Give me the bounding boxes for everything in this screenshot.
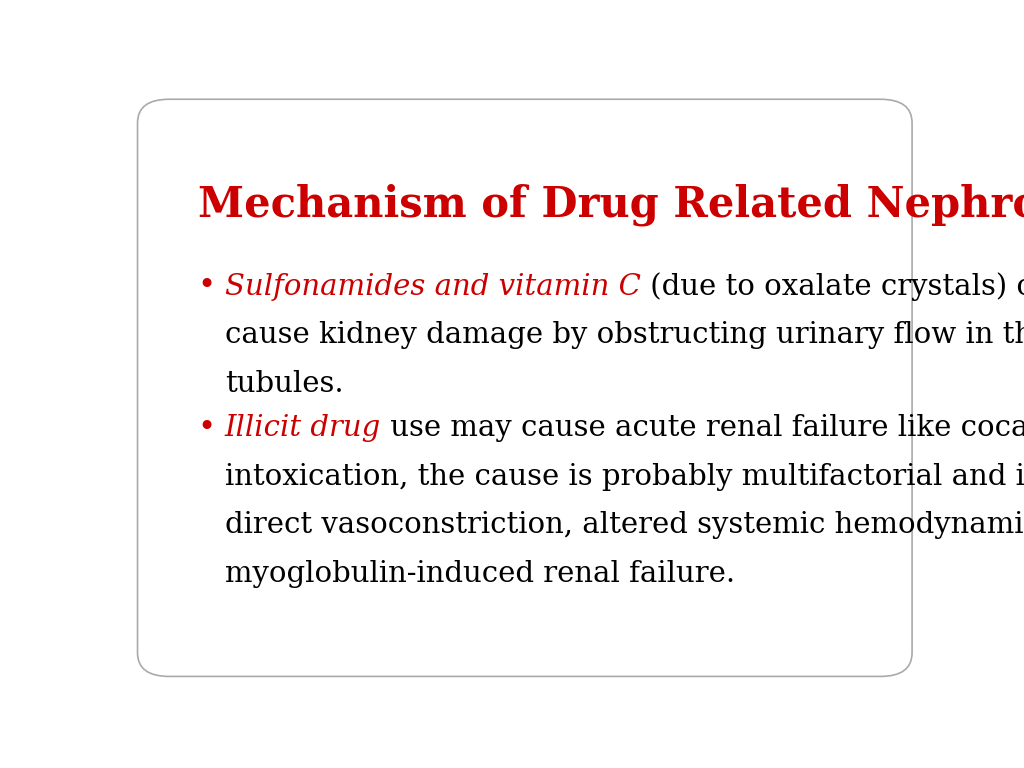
Text: myoglobulin-induced renal failure.: myoglobulin-induced renal failure. <box>225 560 735 588</box>
Text: Illicit drug: Illicit drug <box>225 415 381 442</box>
Text: Mechanism of Drug Related Nephropathies: Mechanism of Drug Related Nephropathies <box>198 184 1024 227</box>
Text: use may cause acute renal failure like cocaine: use may cause acute renal failure like c… <box>381 415 1024 442</box>
Text: cause kidney damage by obstructing urinary flow in the: cause kidney damage by obstructing urina… <box>225 321 1024 349</box>
Text: tubules.: tubules. <box>225 369 343 398</box>
Text: direct vasoconstriction, altered systemic hemodynamics, and: direct vasoconstriction, altered systemi… <box>225 511 1024 539</box>
Text: Sulfonamides and vitamin C: Sulfonamides and vitamin C <box>225 273 641 300</box>
Text: •: • <box>198 271 216 302</box>
Text: (due to oxalate crystals) can: (due to oxalate crystals) can <box>641 273 1024 301</box>
Text: •: • <box>198 412 216 444</box>
FancyBboxPatch shape <box>137 99 912 677</box>
Text: intoxication, the cause is probably multifactorial and involves: intoxication, the cause is probably mult… <box>225 463 1024 491</box>
